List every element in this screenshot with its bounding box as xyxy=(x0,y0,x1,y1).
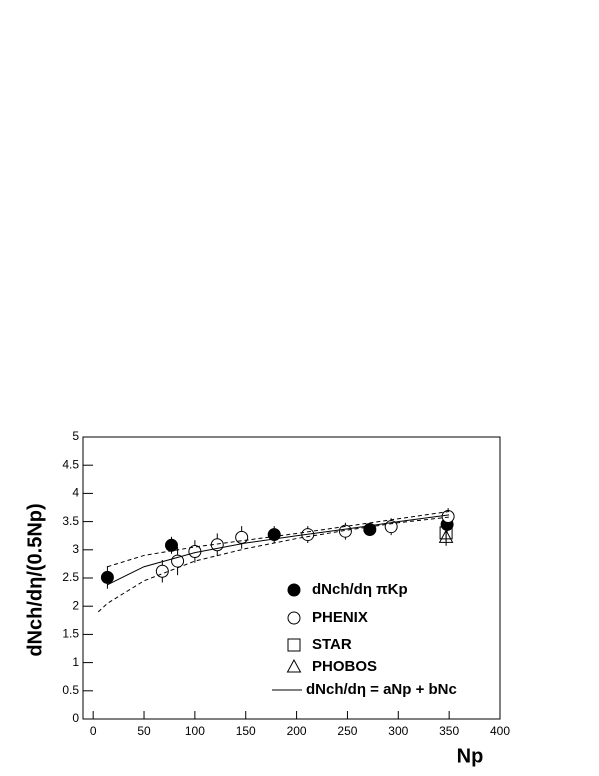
x-tick-label: 0 xyxy=(90,724,97,738)
y-tick-label: 3 xyxy=(72,542,79,556)
x-tick-label: 200 xyxy=(287,724,307,738)
marker xyxy=(441,510,455,524)
x-tick-label: 150 xyxy=(236,724,256,738)
y-tick-label: 0.5 xyxy=(62,683,79,697)
marker xyxy=(384,520,398,534)
fit-line xyxy=(107,514,450,586)
marker xyxy=(286,658,302,673)
marker xyxy=(171,554,185,568)
marker xyxy=(164,538,178,552)
y-tick-label: 1.5 xyxy=(62,627,79,641)
marker xyxy=(267,528,281,542)
marker xyxy=(235,530,249,544)
y-axis-title: dNch/dη/(0.5Np) xyxy=(24,503,46,656)
y-tick-label: 4.5 xyxy=(62,457,79,471)
marker xyxy=(100,570,114,584)
x-tick-label: 350 xyxy=(439,724,459,738)
y-tick-label: 0 xyxy=(72,711,79,725)
x-tick-label: 250 xyxy=(337,724,357,738)
marker xyxy=(287,583,301,597)
marker xyxy=(338,524,352,538)
marker xyxy=(438,529,454,543)
marker xyxy=(287,611,301,625)
legend-label: dNch/dη πKp xyxy=(312,581,408,598)
x-axis-title: Np xyxy=(457,745,484,767)
y-tick-label: 3.5 xyxy=(62,514,79,528)
x-tick-label: 300 xyxy=(388,724,408,738)
legend-label: STAR xyxy=(312,636,352,653)
x-tick-label: 100 xyxy=(185,724,205,738)
x-tick-label: 50 xyxy=(137,724,151,738)
legend-label: PHENIX xyxy=(312,609,368,626)
marker xyxy=(155,564,169,578)
y-tick-label: 2 xyxy=(72,598,79,612)
marker xyxy=(287,638,301,652)
plot-frame xyxy=(82,436,501,720)
legend-label: dNch/dη = aNp + bNc xyxy=(306,681,457,698)
y-tick-label: 1 xyxy=(72,655,79,669)
fit-line xyxy=(97,516,450,613)
legend-label: PHOBOS xyxy=(312,658,377,675)
y-tick-label: 5 xyxy=(72,429,79,443)
y-tick-label: 4 xyxy=(72,486,79,500)
x-tick-label: 400 xyxy=(490,724,510,738)
y-tick-label: 2.5 xyxy=(62,570,79,584)
